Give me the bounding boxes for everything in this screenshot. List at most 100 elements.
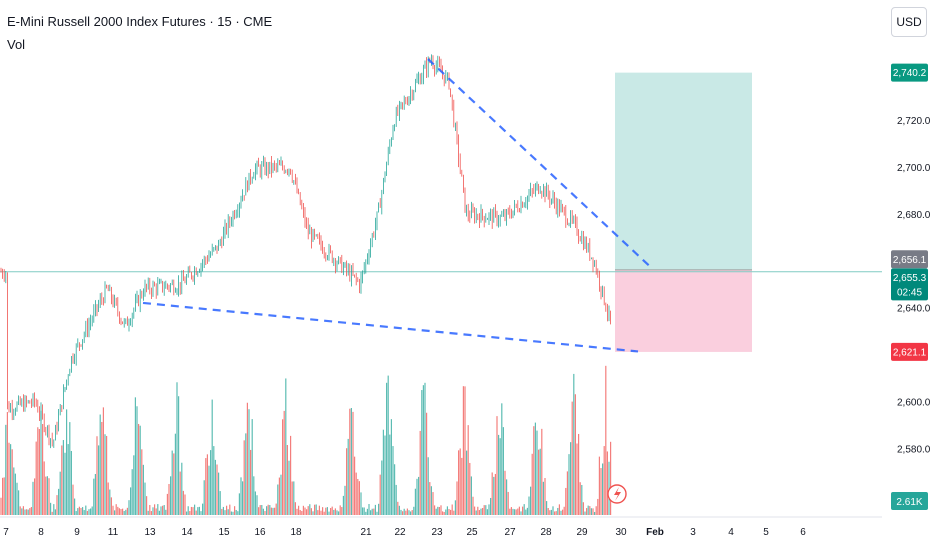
profit-zone[interactable]	[615, 72, 752, 270]
volume-bar	[179, 471, 181, 515]
volume-bar	[190, 506, 192, 515]
volume-bar	[240, 477, 242, 515]
volume-bar	[181, 462, 183, 515]
volume-bar	[469, 462, 471, 515]
x-tick-label: 7	[3, 527, 9, 538]
stop-price-badge-text: 2,621.1	[893, 347, 927, 358]
volume-bar	[37, 427, 39, 515]
volume-bar	[122, 508, 124, 515]
candlestick-series	[0, 54, 611, 449]
volume-bar	[230, 511, 232, 515]
volume-bar	[426, 412, 428, 515]
x-tick-label: 25	[466, 527, 478, 538]
volume-bar	[542, 481, 544, 515]
volume-bar	[110, 497, 112, 515]
volume-bar	[134, 397, 136, 515]
volume-bar	[99, 414, 101, 515]
volume-bar	[278, 477, 280, 515]
volume-bar	[507, 491, 509, 515]
volume-bar	[272, 507, 274, 515]
volume-bar	[86, 510, 88, 515]
volume-bar	[325, 507, 327, 515]
volume-bar	[235, 509, 237, 515]
last-close-badge[interactable]	[891, 250, 928, 269]
volume-bar	[245, 433, 247, 515]
volume-bar	[75, 511, 77, 515]
volume-bar	[178, 396, 180, 515]
volume-bar	[238, 493, 240, 515]
currency-button[interactable]: USD	[891, 7, 927, 37]
volume-bar	[453, 510, 455, 515]
lightning-icon-bolt	[614, 487, 621, 501]
upper-trendline[interactable]	[427, 58, 653, 270]
volume-bar	[171, 450, 173, 515]
volume-bar	[570, 442, 572, 515]
volume-bar	[160, 506, 162, 515]
volume-badge[interactable]	[891, 492, 928, 510]
lightning-icon[interactable]	[607, 484, 627, 504]
volume-bar	[94, 473, 96, 515]
volume-bar	[27, 509, 29, 515]
volume-bar	[250, 449, 252, 515]
loss-zone[interactable]	[615, 269, 752, 352]
volume-bar	[138, 423, 140, 515]
volume-bar	[115, 504, 117, 515]
volume-bar	[331, 506, 333, 515]
volume-bar	[93, 478, 95, 515]
volume-bar	[80, 507, 82, 515]
current-price-badge[interactable]	[891, 268, 928, 301]
volume-bar	[370, 510, 372, 515]
stop-price-badge[interactable]	[891, 342, 928, 361]
volume-bar	[480, 508, 482, 515]
volume-bar	[418, 476, 420, 515]
volume-bar	[459, 448, 461, 515]
volume-bar	[107, 482, 109, 515]
volume-bar	[429, 482, 431, 515]
volume-bar	[45, 476, 47, 515]
volume-bar	[355, 472, 357, 515]
volume-bar	[53, 504, 55, 515]
volume-bar	[114, 510, 116, 515]
volume-bar	[352, 411, 354, 515]
volume-bar	[573, 373, 575, 515]
volume-bar	[403, 508, 405, 515]
symbol-title[interactable]: E-Mini Russell 2000 Index Futures · 15 ·…	[7, 14, 273, 29]
volume-bar	[334, 508, 336, 515]
volume-bar	[158, 510, 160, 515]
volume-bar	[482, 507, 484, 515]
volume-bar	[22, 506, 24, 515]
volume-bar	[603, 446, 605, 515]
volume-bar	[405, 510, 407, 515]
volume-bar	[10, 444, 12, 515]
x-tick-label: 27	[504, 527, 516, 538]
volume-bar	[232, 511, 234, 515]
volume-bar	[182, 490, 184, 515]
volume-bar	[317, 510, 319, 515]
volume-bar	[229, 504, 231, 515]
x-tick-label: 14	[181, 527, 193, 538]
volume-bar	[336, 510, 338, 515]
volume-bar	[450, 509, 452, 515]
x-tick-label: 3	[690, 527, 696, 538]
volume-bar	[454, 500, 456, 515]
volume-bar	[269, 505, 271, 515]
volume-bar	[509, 508, 511, 515]
volume-bar	[259, 505, 261, 515]
volume-bar	[149, 504, 151, 515]
volume-bar	[206, 454, 208, 515]
volume-bar	[416, 478, 418, 515]
volume-bar	[549, 510, 551, 515]
volume-indicator-label[interactable]: Vol	[7, 37, 26, 52]
volume-bar	[170, 476, 172, 515]
volume-bar	[477, 506, 479, 515]
lower-trendline[interactable]	[142, 301, 639, 353]
volume-bar	[587, 505, 589, 515]
x-tick-label: 21	[360, 527, 372, 538]
volume-bar	[486, 509, 488, 515]
volume-bar	[101, 421, 103, 515]
target-price-badge[interactable]	[891, 63, 928, 82]
x-tick-label: 13	[144, 527, 156, 538]
volume-bar	[157, 504, 159, 515]
